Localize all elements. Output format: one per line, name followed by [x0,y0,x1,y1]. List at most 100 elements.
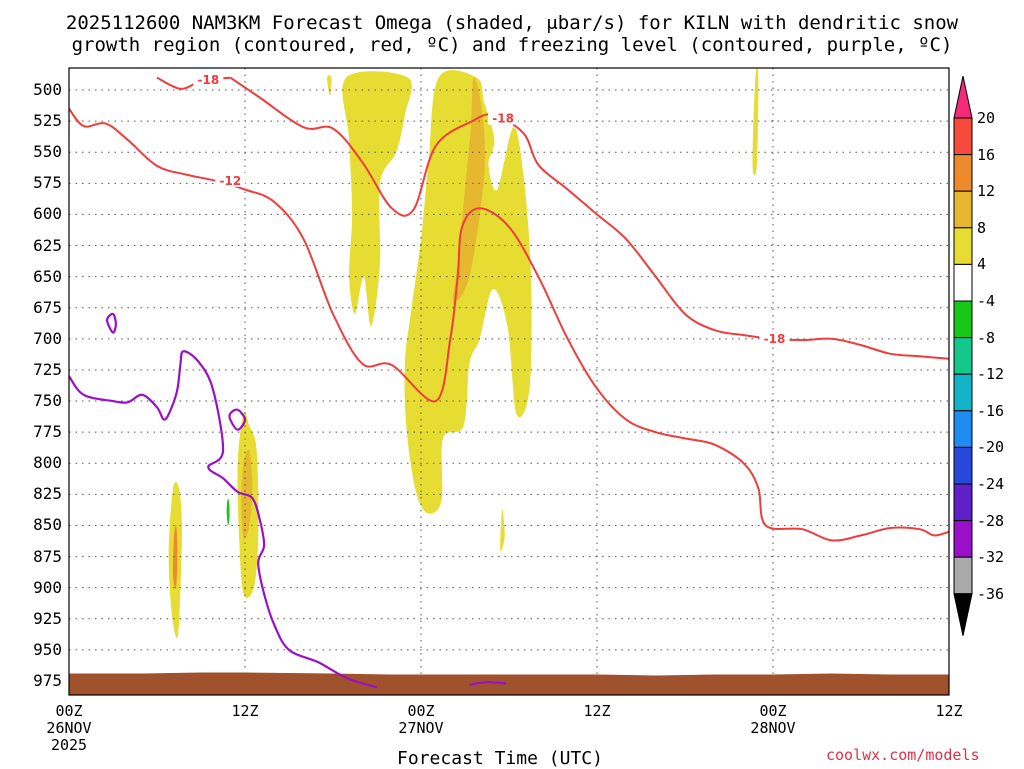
pressure-gridlines [69,68,949,695]
terrain-layer [69,672,949,695]
omega-region-7 [752,68,759,176]
colorbar-swatch-1 [953,154,973,192]
x-axis-label: Forecast Time (UTC) [397,748,603,769]
y-tick-825: 825 [33,484,62,504]
y-tick-675: 675 [33,297,62,317]
y-tick-975: 975 [33,671,62,690]
colorbar-tick-4: 4 [977,255,987,274]
freezing-level-contours [69,312,507,689]
colorbar-swatch-10 [953,483,973,522]
colorbar-swatch-11 [953,520,973,558]
y-tick-750: 750 [33,391,62,411]
x-tick-4-line-0: 00Z [759,702,787,720]
chart-title-line-1: 2025112600 NAM3KM Forecast Omega (shaded… [65,12,959,34]
colorbar-swatch-6 [953,337,973,375]
colorbar-tick-8: -16 [977,401,1005,420]
colorbar-swatch-0 [953,117,973,156]
x-tick-0-line-1: 26NOV [46,719,92,737]
dgz-label-bg-0 [193,72,224,87]
contour-labels: -18 -18 -18 -12 [193,72,790,346]
colorbar-tick-7: -12 [977,365,1005,384]
omega-region-9 [327,75,332,97]
x-tick-5-line-0: 12Z [935,702,963,720]
y-tick-500: 500 [33,80,62,99]
x-tick-0: 00Z 26NOV 2025 [34,703,104,754]
y-tick-900: 900 [33,577,62,597]
colorbar-tick-6: -8 [977,328,996,347]
omega-shading-layer [168,68,759,639]
omega-region-1 [404,70,532,514]
y-tick-650: 650 [33,266,62,286]
y-tick-950: 950 [33,639,62,659]
colorbar-tick-0: 20 [977,109,996,127]
dgz-contour-1 [229,76,949,360]
y-tick-800: 800 [33,453,62,473]
colorbar-tick-10: -24 [977,475,1005,493]
y-tick-575: 575 [33,173,62,193]
x-tick-3-line-0: 12Z [583,702,611,720]
dgz-label-0: -18 [193,72,224,87]
dgz-label-bg-3 [215,172,246,187]
x-tick-0-line-0: 00Z [55,702,83,720]
y-tick-700: 700 [33,328,62,348]
dgz-label-bg-1 [488,110,519,125]
credit-link[interactable]: coolwx.com/models [826,746,980,764]
x-tick-5: 12Z [914,703,984,720]
x-tick-2-line-0: 00Z [407,702,435,720]
colorbar-tick-12: -32 [977,548,1005,567]
omega-region-8 [500,509,505,552]
y-tick-850: 850 [33,515,62,535]
dgz-label-text-0: -18 [197,73,219,87]
colorbar-swatch-5 [953,300,973,339]
plot-frame [68,67,950,696]
y-tick-925: 925 [33,608,62,628]
colorbar-swatch-7 [953,373,973,412]
y-tick-600: 600 [33,204,62,224]
dgz-label-text-2: -18 [764,332,786,346]
x-tick-4-line-1: 28NOV [750,719,796,737]
dgz-label-text-3: -12 [219,174,241,188]
y-tick-550: 550 [33,142,62,162]
colorbar-swatch-8 [953,410,973,448]
colorbar-tick-9: -20 [977,438,1005,457]
x-tick-3: 12Z [562,703,632,720]
y-tick-875: 875 [33,546,62,566]
chart-title-line-2: growth region (contoured, red, ºC) and f… [71,34,953,56]
dgz-label-bg-2 [759,330,790,345]
colorbar-swatch-9 [953,446,973,485]
dgz-label-2: -18 [759,330,790,346]
y-tick-625: 625 [33,235,62,255]
colorbar-tick-13: -36 [977,584,1005,603]
omega-region-4 [173,525,178,589]
x-tick-0-line-2: 2025 [50,736,88,754]
colorbar-swatch-3 [953,227,973,265]
y-tick-525: 525 [33,111,62,131]
colorbar-tick-2: 12 [977,182,996,201]
omega-region-0 [342,71,412,327]
omega-region-2 [452,77,486,302]
x-tick-4: 00Z 28NOV [738,703,808,737]
colorbar-top-arrow [953,75,973,119]
x-tick-1: 12Z [210,703,280,720]
colorbar-tick-11: -28 [977,511,1005,530]
colorbar-swatch-4 [953,263,973,302]
colorbar-tick-3: 8 [977,218,987,237]
dgz-label-3: -12 [215,172,246,188]
colorbar-tick-5: -4 [977,292,996,310]
freezing-contour-1 [228,408,247,431]
omega-negative-region-0 [226,498,230,526]
colorbar-tick-1: 16 [977,145,996,164]
x-tick-2: 00Z 27NOV [386,703,456,737]
y-tick-775: 775 [33,422,62,442]
dgz-label-text-1: -18 [492,112,514,126]
colorbar-swatch-2 [953,190,973,229]
freezing-contour-2 [105,312,118,334]
freezing-contour-3 [469,681,507,686]
freezing-contour-0 [69,350,378,689]
omega-colorbar [953,75,973,636]
x-tick-1-line-0: 12Z [231,702,259,720]
y-tick-725: 725 [33,359,62,379]
dgz-label-1: -18 [488,110,519,126]
x-tick-2-line-1: 27NOV [398,719,444,737]
